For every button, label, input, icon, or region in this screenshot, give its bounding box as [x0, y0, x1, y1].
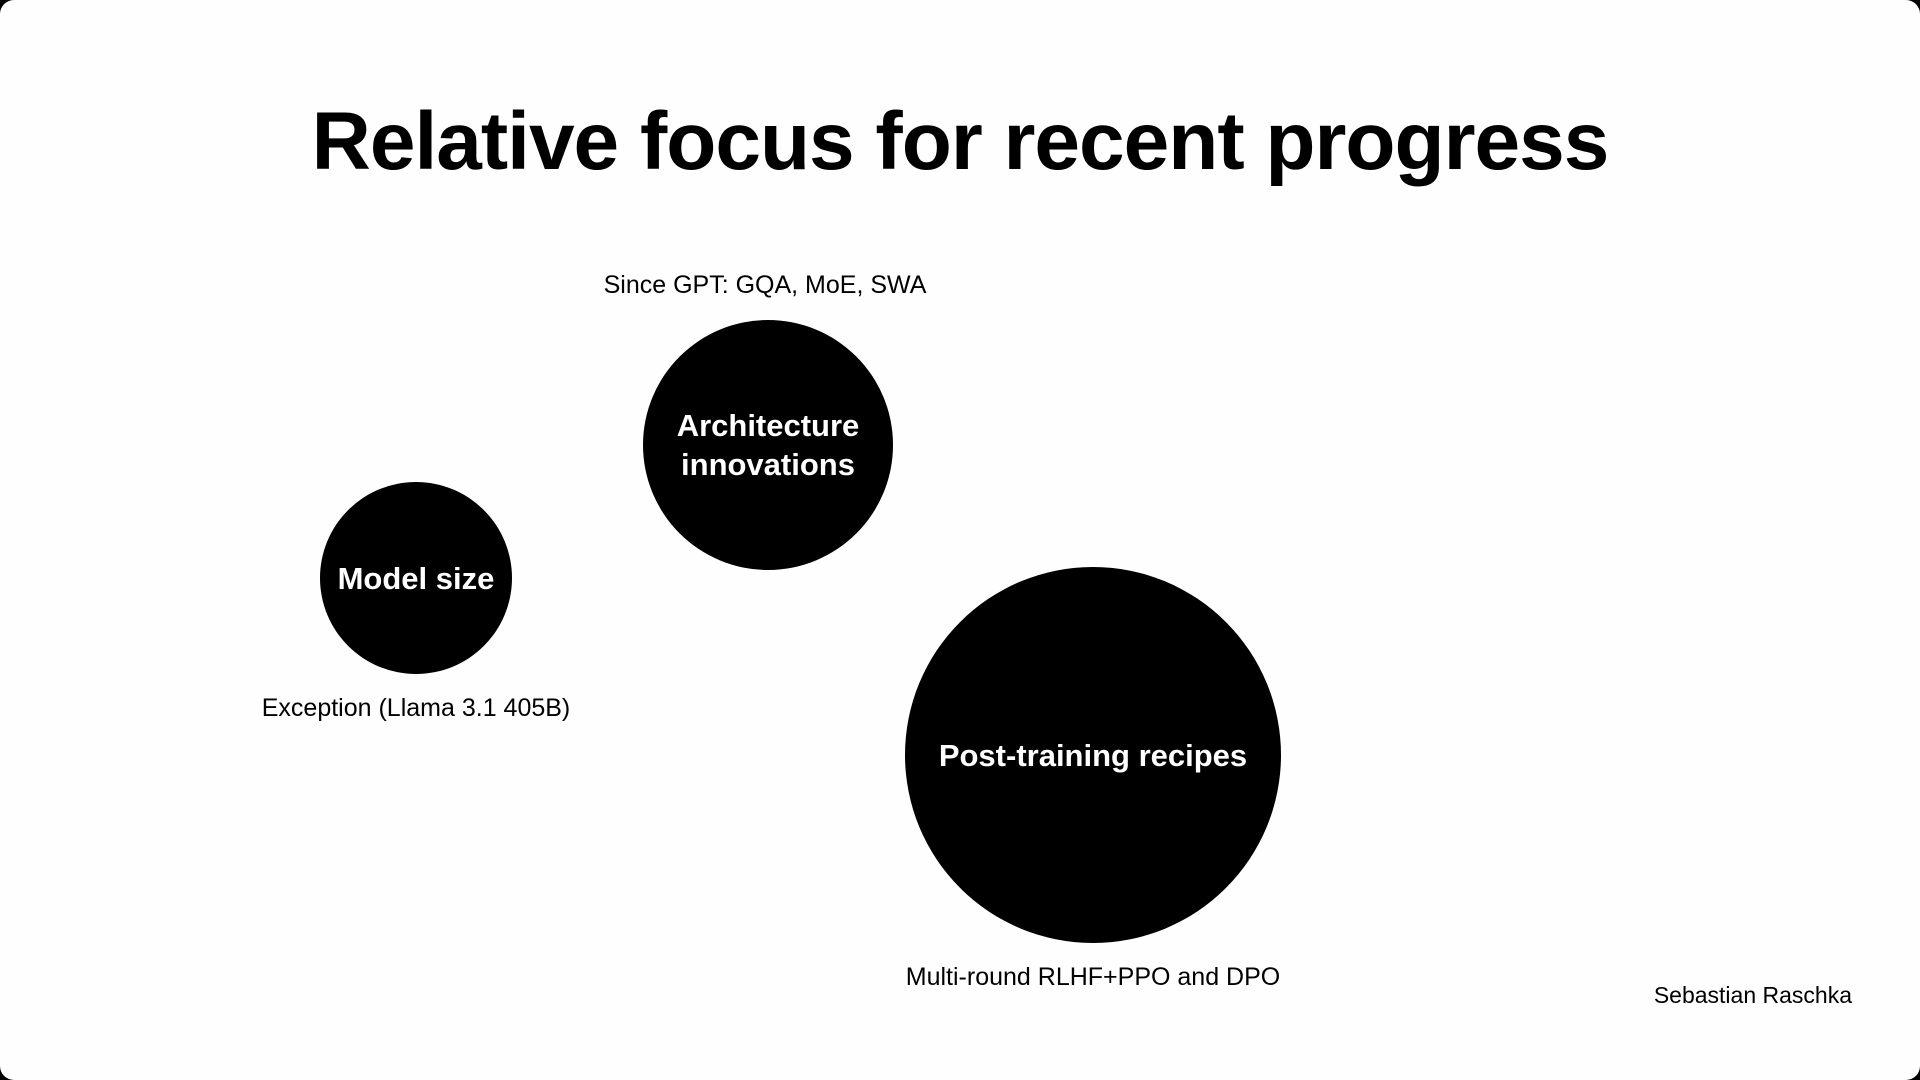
architecture-bubble-label: Architecture innovations [676, 408, 860, 482]
post-training-note: Multi-round RLHF+PPO and DPO [905, 963, 1281, 991]
author-signature: Sebastian Raschka [1653, 982, 1852, 1008]
post-training-bubble: Post-training recipes [905, 567, 1281, 943]
architecture-note: Since GPT: GQA, MoE, SWA [603, 271, 927, 299]
model-size-bubble: Model size [320, 482, 512, 674]
model-size-note: Exception (Llama 3.1 405B) [261, 694, 571, 722]
slide-title: Relative focus for recent progress [311, 96, 1610, 187]
architecture-bubble: Architecture innovations [643, 320, 893, 570]
model-size-bubble-label: Model size [337, 560, 495, 596]
post-training-bubble-label: Post-training recipes [938, 737, 1248, 773]
